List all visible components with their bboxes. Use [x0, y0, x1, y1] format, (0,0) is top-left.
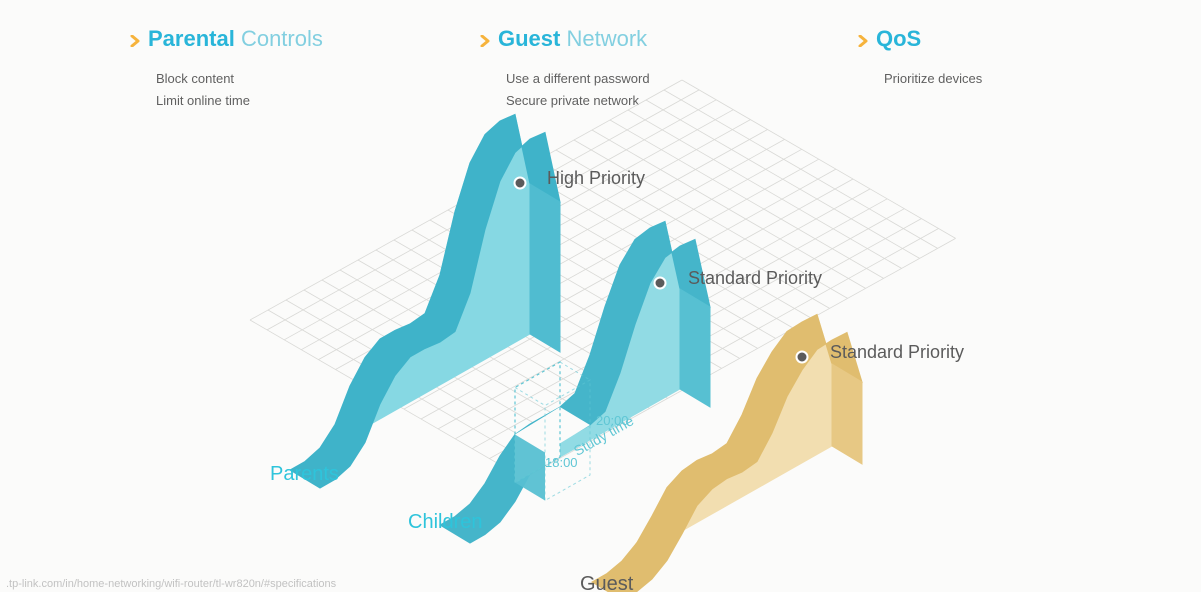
svg-text:18:00: 18:00 [545, 455, 578, 470]
feature-item: Prioritize devices [882, 68, 982, 90]
feature-title-bold: Guest [498, 26, 560, 51]
svg-text:High Priority: High Priority [547, 168, 645, 188]
feature-title-light: Controls [241, 26, 323, 51]
feature-item: Secure private network [504, 90, 650, 112]
wave-guest: Guest Standard Priority [580, 315, 964, 592]
svg-text:Guest: Guest [580, 573, 634, 592]
feature-qos: QoS Prioritize devices [858, 28, 982, 90]
feature-title[interactable]: QoS [858, 28, 982, 50]
feature-title[interactable]: Guest Network [480, 28, 650, 50]
wave-children: Study time18:00 20:00 Children Standard Pri… [408, 222, 822, 544]
chevron-right-icon [480, 35, 492, 47]
feature-title-light: Network [566, 26, 647, 51]
svg-text:20:00: 20:00 [596, 413, 629, 428]
chevron-right-icon [130, 35, 142, 47]
svg-text:Parents: Parents [270, 463, 339, 485]
status-url-hint: .tp-link.com/in/home-networking/wifi-rou… [0, 576, 342, 592]
feature-title[interactable]: Parental Controls [130, 28, 323, 50]
feature-title-bold: Parental [148, 26, 235, 51]
feature-guest: Guest Network Use a different passwordSec… [480, 28, 650, 112]
iso-grid [250, 80, 956, 478]
feature-item: Block content [154, 68, 323, 90]
svg-text:Study time: Study time [571, 412, 637, 459]
feature-parental: Parental Controls Block contentLimit onli… [130, 28, 323, 112]
svg-text:Standard Priority: Standard Priority [688, 268, 822, 288]
feature-item-list: Use a different passwordSecure private n… [504, 68, 650, 112]
feature-title-bold: QoS [876, 26, 921, 51]
feature-item-list: Block contentLimit online time [154, 68, 323, 112]
chevron-right-icon [858, 35, 870, 47]
feature-item: Limit online time [154, 90, 323, 112]
wave-parents: Parents High Priority [270, 115, 645, 489]
svg-text:Standard Priority: Standard Priority [830, 342, 964, 362]
svg-text:Children: Children [408, 511, 482, 533]
feature-item: Use a different password [504, 68, 650, 90]
feature-item-list: Prioritize devices [882, 68, 982, 90]
